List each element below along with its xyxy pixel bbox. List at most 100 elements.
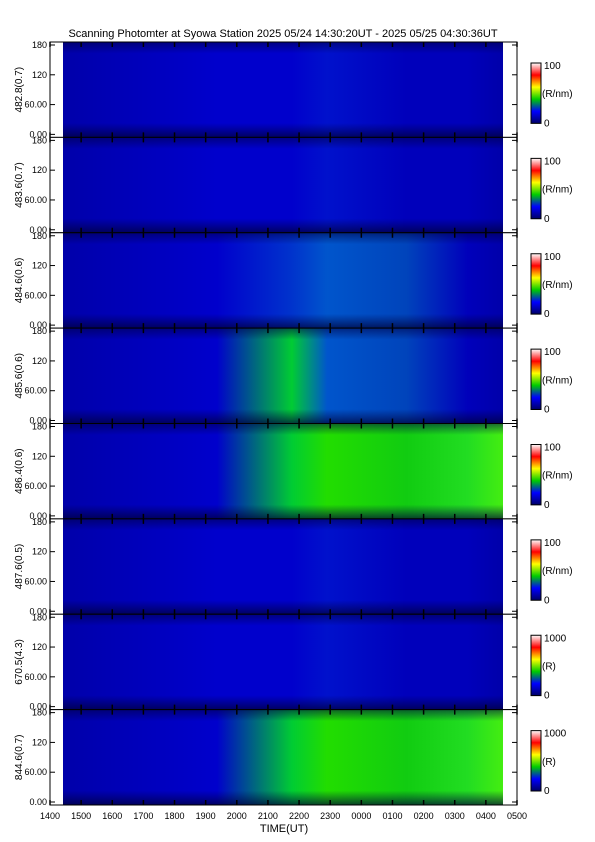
y-tick-label: 180	[32, 517, 47, 527]
y-tick-label: 60.00	[24, 195, 47, 205]
colorbar-min-label: 0	[544, 691, 550, 702]
colorbar-min-label: 0	[544, 118, 550, 129]
colorbar-unit-label: (R/nm)	[542, 471, 573, 482]
colorbar-unit-label: (R/nm)	[542, 280, 573, 291]
colorbar-min-label: 0	[544, 595, 550, 606]
y-tick-label: 60.00	[24, 767, 47, 777]
colorbar-min-label: 0	[544, 405, 550, 416]
y-tick-label: 120	[32, 70, 47, 80]
y-axis-label: 487.6(0.5)	[14, 544, 25, 590]
heatmap-shading	[63, 709, 503, 805]
y-tick-label: 60.00	[24, 386, 47, 396]
y-tick-label: 180	[32, 40, 47, 50]
colorbar-min-label: 0	[544, 500, 550, 511]
panel: 0.00 60.00 120 180 670.5(4.3) 1000 0 (R)	[14, 612, 567, 711]
colorbar-max-label: 100	[544, 252, 561, 263]
colorbar	[530, 730, 542, 792]
panel: 0.00 60.00 120 180 484.6(0.6) 100 0 (R/nm)	[14, 231, 573, 330]
colorbar-max-label: 100	[544, 61, 561, 72]
colorbar-max-label: 100	[544, 538, 561, 549]
colorbar-max-label: 1000	[544, 633, 567, 644]
colorbar-max-label: 100	[544, 443, 561, 454]
colorbar-unit-label: (R)	[542, 757, 556, 768]
y-tick-label: 180	[32, 326, 47, 336]
y-tick-label: 60.00	[24, 290, 47, 300]
panel: 0.00 60.00 120 180 482.8(0.7) 100 0 (R/nm)	[14, 40, 573, 139]
y-tick-label: 180	[32, 612, 47, 622]
panel: 0.00 60.00 120 180 483.6(0.7) 100 0 (R/nm)	[14, 135, 573, 234]
y-tick-label: 0.00	[29, 797, 47, 807]
heatmap-shading	[63, 232, 503, 329]
y-tick-label: 120	[32, 261, 47, 271]
colorbar-unit-label: (R/nm)	[542, 566, 573, 577]
heatmap-shading	[63, 614, 503, 710]
y-tick-label: 120	[32, 165, 47, 175]
y-axis-label: 484.6(0.6)	[14, 258, 25, 304]
heatmap-shading	[63, 42, 503, 138]
y-tick-label: 120	[32, 451, 47, 461]
x-tick-label: 1900	[196, 811, 216, 821]
y-tick-label: 120	[32, 737, 47, 747]
x-axis: 1400 1500 1600 1700 1800 1900 2000 2100 2200 2300…	[40, 811, 527, 821]
panel: 0.00 60.00 120 180 844.6(0.7) 1000 0 (R)	[14, 708, 567, 807]
y-tick-label: 120	[32, 356, 47, 366]
panel-frame	[49, 709, 518, 806]
colorbar-min-label: 0	[544, 214, 550, 225]
x-tick-label: 1400	[40, 811, 60, 821]
colorbar	[530, 444, 542, 506]
y-tick-label: 0.00	[29, 511, 47, 521]
x-tick-label: 2000	[227, 811, 247, 821]
x-tick-label: 1500	[71, 811, 91, 821]
y-tick-label: 0.00	[29, 129, 47, 139]
x-tick-label: 0500	[507, 811, 527, 821]
x-tick-label: 1600	[102, 811, 122, 821]
y-tick-label: 60.00	[24, 481, 47, 491]
y-axis-label: 485.6(0.6)	[14, 353, 25, 399]
x-tick-label: 0300	[445, 811, 465, 821]
colorbar-unit-label: (R/nm)	[542, 375, 573, 386]
chart-title: Scanning Photomter at Syowa Station 2025…	[68, 28, 497, 40]
y-tick-label: 180	[32, 135, 47, 145]
heatmap-shading	[63, 518, 503, 615]
y-tick-label: 180	[32, 708, 47, 718]
y-tick-label: 60.00	[24, 100, 47, 110]
colorbar-unit-label: (R/nm)	[542, 89, 573, 100]
heatmap-shading	[63, 137, 503, 233]
y-tick-label: 0.00	[29, 416, 47, 426]
panel: 0.00 60.00 120 180 485.6(0.6) 100 0 (R/nm)	[14, 326, 573, 425]
colorbar	[530, 62, 542, 124]
x-tick-label: 2200	[289, 811, 309, 821]
colorbar-max-label: 100	[544, 347, 561, 358]
y-tick-label: 0.00	[29, 225, 47, 235]
colorbar-min-label: 0	[544, 309, 550, 320]
x-tick-label: 0000	[351, 811, 371, 821]
colorbar-max-label: 1000	[544, 729, 567, 740]
y-axis-label: 486.4(0.6)	[14, 448, 25, 494]
y-axis-label: 483.6(0.7)	[14, 162, 25, 208]
panels: 0.0060.00120180482.8(0.7)1000(R/nm)0.006…	[14, 40, 573, 807]
x-tick-label: 2300	[320, 811, 340, 821]
y-axis-label: 482.8(0.7)	[14, 67, 25, 113]
colorbar-unit-label: (R)	[542, 661, 556, 672]
colorbar-unit-label: (R/nm)	[542, 185, 573, 196]
y-tick-label: 180	[32, 231, 47, 241]
y-tick-label: 120	[32, 547, 47, 557]
y-axis-label: 670.5(4.3)	[14, 639, 25, 685]
y-tick-label: 60.00	[24, 672, 47, 682]
x-tick-label: 0100	[382, 811, 402, 821]
x-axis-label: TIME(UT)	[260, 823, 308, 835]
y-axis-label: 844.6(0.7)	[14, 735, 25, 781]
colorbar	[530, 157, 542, 220]
colorbar-max-label: 100	[544, 156, 561, 167]
colorbar	[530, 634, 542, 697]
x-tick-label: 0400	[476, 811, 496, 821]
heatmap-shading	[63, 328, 503, 424]
colorbar	[530, 539, 542, 601]
x-tick-label: 1700	[133, 811, 153, 821]
panel: 0.00 60.00 120 180 487.6(0.5) 100 0 (R/nm)	[14, 517, 573, 616]
heatmap-shading	[63, 423, 503, 519]
y-tick-label: 0.00	[29, 606, 47, 616]
y-tick-label: 0.00	[29, 320, 47, 330]
y-tick-label: 180	[32, 422, 47, 432]
